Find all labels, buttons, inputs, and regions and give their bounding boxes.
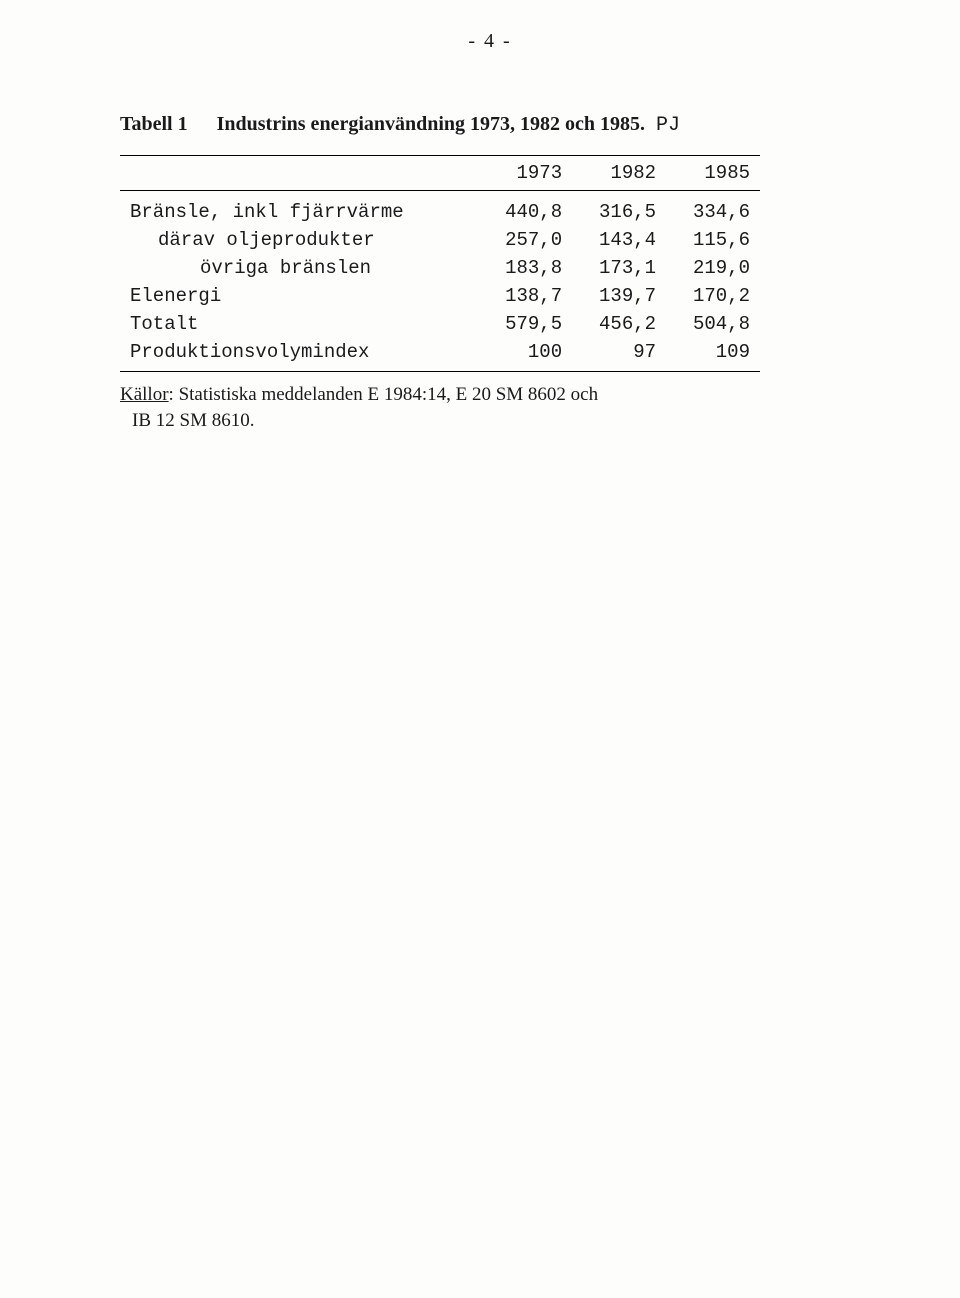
cell: 109 <box>666 338 760 372</box>
row-label-text: övriga bränslen <box>130 257 371 279</box>
row-label-text: därav oljeprodukter <box>130 229 375 251</box>
cell: 97 <box>572 338 666 372</box>
cell: 143,4 <box>572 226 666 254</box>
cell: 504,8 <box>666 310 760 338</box>
source-label: Källor <box>120 384 169 405</box>
row-label: Totalt <box>120 310 478 338</box>
col-header-1985: 1985 <box>666 156 760 191</box>
table-row: Produktionsvolymindex 100 97 109 <box>120 338 760 372</box>
table-row: Elenergi 138,7 139,7 170,2 <box>120 282 760 310</box>
table-title-text: Industrins energianvändning 1973, 1982 o… <box>217 113 645 135</box>
cell: 579,5 <box>478 310 572 338</box>
energy-table: 1973 1982 1985 Bränsle, inkl fjärrvärme … <box>120 155 760 372</box>
row-label: Produktionsvolymindex <box>120 338 478 372</box>
row-label: övriga bränslen <box>120 254 478 282</box>
cell: 173,1 <box>572 254 666 282</box>
table-header-row: 1973 1982 1985 <box>120 156 760 191</box>
source-text-line1: : Statistiska meddelanden E 1984:14, E 2… <box>169 384 599 405</box>
cell: 115,6 <box>666 226 760 254</box>
row-label: Bränsle, inkl fjärrvärme <box>120 191 478 227</box>
row-label: Elenergi <box>120 282 478 310</box>
table-row: övriga bränslen 183,8 173,1 219,0 <box>120 254 760 282</box>
row-label: därav oljeprodukter <box>120 226 478 254</box>
cell: 139,7 <box>572 282 666 310</box>
source-text-line2: IB 12 SM 8610. <box>120 408 760 434</box>
table-row: Totalt 579,5 456,2 504,8 <box>120 310 760 338</box>
table-title: Tabell 1 Industrins energianvändning 197… <box>120 113 760 137</box>
table-title-label: Tabell 1 <box>120 113 188 135</box>
col-header-1982: 1982 <box>572 156 666 191</box>
cell: 170,2 <box>666 282 760 310</box>
cell: 183,8 <box>478 254 572 282</box>
cell: 316,5 <box>572 191 666 227</box>
cell: 334,6 <box>666 191 760 227</box>
cell: 257,0 <box>478 226 572 254</box>
table-row: Bränsle, inkl fjärrvärme 440,8 316,5 334… <box>120 191 760 227</box>
energy-table-block: Tabell 1 Industrins energianvändning 197… <box>120 113 760 433</box>
table-title-suffix: PJ <box>656 114 680 137</box>
cell: 219,0 <box>666 254 760 282</box>
cell: 440,8 <box>478 191 572 227</box>
table-source: Källor: Statistiska meddelanden E 1984:1… <box>120 382 760 433</box>
page: - 4 - Tabell 1 Industrins energianvändni… <box>0 0 960 1298</box>
col-header-1973: 1973 <box>478 156 572 191</box>
cell: 456,2 <box>572 310 666 338</box>
cell: 100 <box>478 338 572 372</box>
col-header-blank <box>120 156 478 191</box>
page-number: - 4 - <box>120 30 860 53</box>
cell: 138,7 <box>478 282 572 310</box>
table-row: därav oljeprodukter 257,0 143,4 115,6 <box>120 226 760 254</box>
